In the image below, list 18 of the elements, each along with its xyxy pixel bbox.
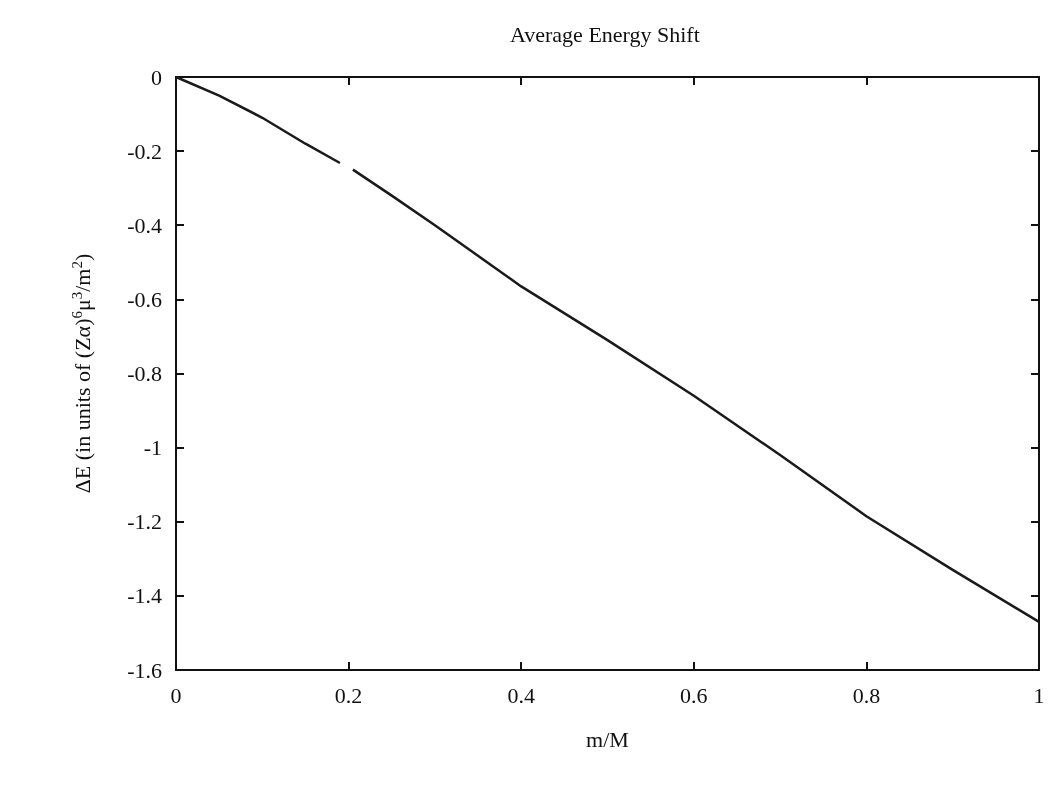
x-tick-label: 0.4 — [507, 682, 535, 708]
y-tick-label: -0.8 — [127, 361, 162, 386]
y-tick-label: -0.4 — [127, 212, 162, 238]
x-tick-label: 0 — [170, 682, 182, 708]
y-tick-label: -1.4 — [127, 583, 162, 609]
y-tick-label: -1.2 — [127, 509, 162, 535]
x-tick-label: 0.8 — [852, 682, 881, 708]
y-tick-label: -0.6 — [127, 286, 162, 312]
y-tick-label: 0 — [151, 64, 162, 90]
x-tick-label: 1 — [1033, 682, 1045, 708]
y-tick-label: -1.6 — [127, 657, 162, 683]
y-axis-title: ΔE (in units of (Zα)6μ3/m2) — [68, 253, 95, 494]
x-tick-label: 0.2 — [334, 682, 363, 708]
x-tick-label: 0.6 — [680, 682, 708, 708]
y-tick-label: -1 — [143, 435, 162, 461]
chart-title: Average Energy Shift — [510, 21, 700, 47]
x-axis-title: m/M — [586, 726, 629, 752]
y-tick-label: -0.2 — [127, 138, 162, 164]
